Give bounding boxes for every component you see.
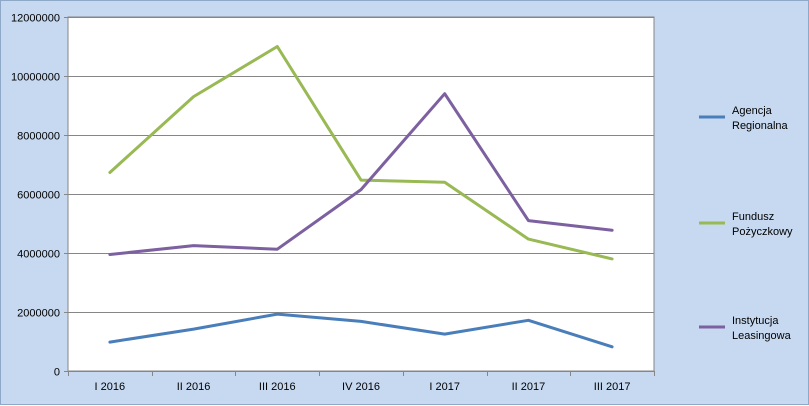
series-line-3 <box>108 92 614 256</box>
legend-label-2: Fundusz <box>732 211 774 223</box>
y-tick-label: 6000000 <box>17 190 60 202</box>
legend-label-1: Regionalna <box>732 120 789 132</box>
x-tick-label: I 2016 <box>95 381 126 393</box>
x-tick-label: III 2017 <box>594 381 631 393</box>
legend-label-3: Instytucja <box>732 315 779 327</box>
y-tick-label: 4000000 <box>17 249 60 261</box>
series-line-1 <box>108 312 614 349</box>
x-tick-label: I 2017 <box>429 381 460 393</box>
legend-label-3: Leasingowa <box>732 330 792 342</box>
x-tick-label: II 2017 <box>512 381 546 393</box>
y-tick-label: 10000000 <box>11 72 60 84</box>
y-tick-label: 12000000 <box>11 13 60 25</box>
y-tick-label: 0 <box>54 367 60 379</box>
y-tick-label: 8000000 <box>17 131 60 143</box>
x-tick-label: II 2016 <box>177 381 211 393</box>
legend-label-2: Pożyczkowy <box>732 226 793 238</box>
x-tick-label: III 2016 <box>259 381 296 393</box>
y-tick-label: 2000000 <box>17 308 60 320</box>
x-tick-label: IV 2016 <box>342 381 380 393</box>
series-line-2 <box>108 45 614 261</box>
legend-label-1: Agencja <box>732 105 773 117</box>
